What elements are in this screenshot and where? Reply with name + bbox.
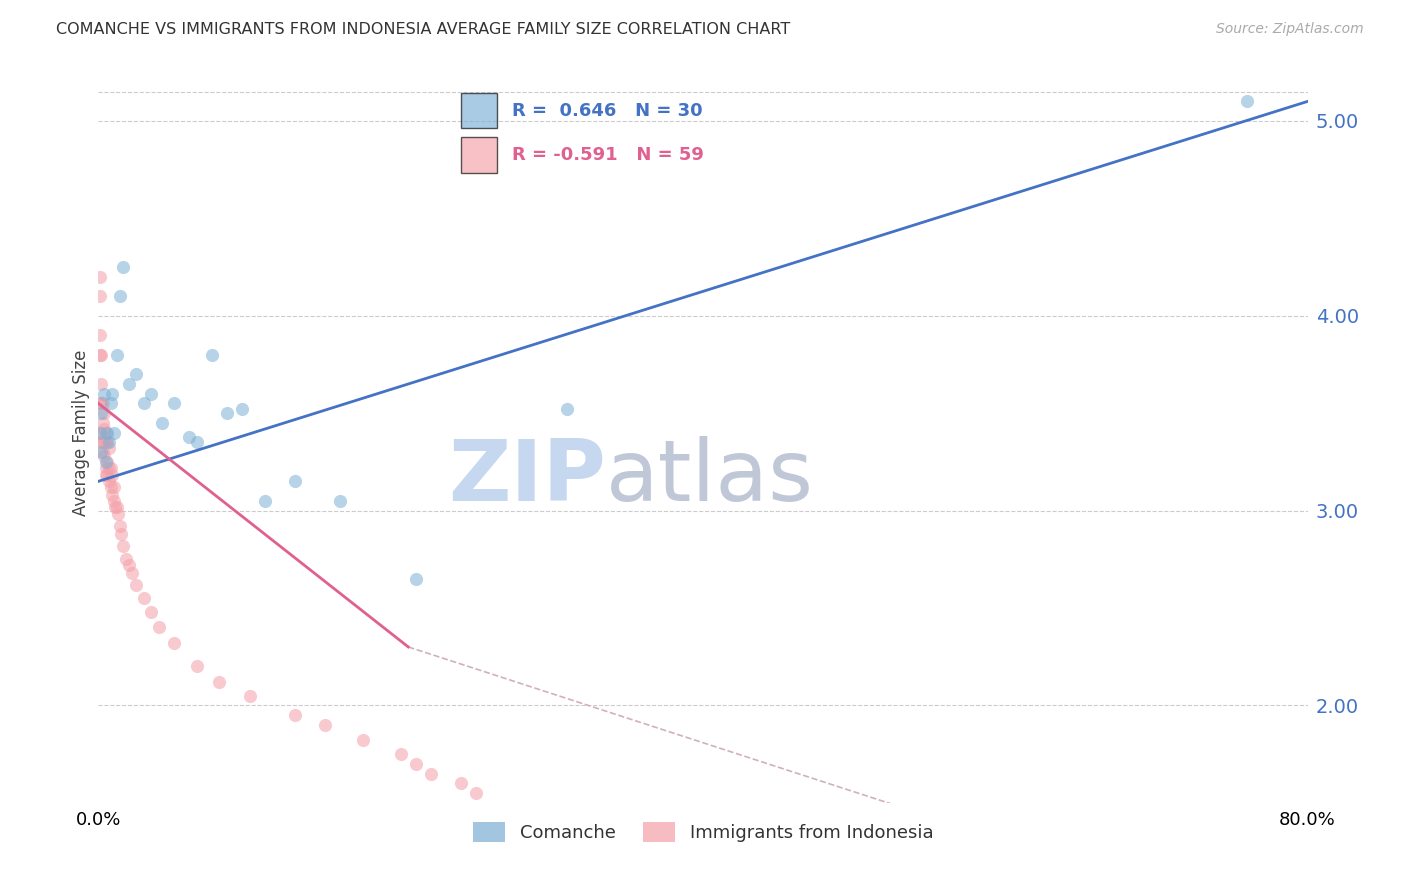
- Point: [96, 425, 118, 440]
- Point: [101, 488, 124, 502]
- Point: [148, 620, 170, 634]
- Point: [118, 376, 141, 391]
- Point: [352, 733, 374, 747]
- Point: [91, 416, 114, 430]
- Point: [89, 289, 111, 303]
- Point: [89, 328, 111, 343]
- Point: [239, 689, 262, 703]
- FancyBboxPatch shape: [461, 93, 498, 128]
- Point: [100, 480, 122, 494]
- Point: [101, 386, 124, 401]
- Point: [98, 435, 121, 450]
- Text: Source: ZipAtlas.com: Source: ZipAtlas.com: [1216, 22, 1364, 37]
- Text: ZIP: ZIP: [449, 435, 606, 518]
- Point: [141, 605, 163, 619]
- Point: [89, 269, 111, 284]
- Point: [103, 425, 125, 440]
- Point: [208, 675, 231, 690]
- Point: [93, 435, 115, 450]
- Point: [93, 386, 115, 401]
- Point: [405, 756, 427, 771]
- Point: [101, 468, 124, 483]
- Point: [132, 591, 155, 606]
- Point: [215, 406, 238, 420]
- Point: [91, 435, 114, 450]
- Point: [94, 425, 117, 440]
- Text: R =  0.646   N = 30: R = 0.646 N = 30: [512, 102, 703, 120]
- Point: [132, 396, 155, 410]
- Point: [103, 493, 125, 508]
- Point: [284, 708, 307, 723]
- Point: [96, 468, 118, 483]
- Point: [121, 566, 143, 580]
- Text: atlas: atlas: [606, 435, 814, 518]
- Point: [96, 455, 118, 469]
- Point: [125, 577, 148, 591]
- Point: [1236, 95, 1258, 109]
- Point: [111, 539, 134, 553]
- Point: [91, 396, 114, 410]
- Point: [94, 468, 117, 483]
- Point: [107, 508, 129, 522]
- Legend: Comanche, Immigrants from Indonesia: Comanche, Immigrants from Indonesia: [465, 815, 941, 849]
- Point: [450, 776, 472, 790]
- Point: [163, 396, 186, 410]
- Point: [94, 460, 117, 475]
- Point: [125, 367, 148, 381]
- Point: [90, 396, 112, 410]
- Point: [420, 766, 443, 780]
- Point: [179, 429, 201, 443]
- Point: [108, 289, 131, 303]
- Point: [90, 348, 112, 362]
- Point: [100, 396, 122, 410]
- Point: [163, 636, 186, 650]
- Point: [253, 493, 276, 508]
- Point: [90, 435, 112, 450]
- Point: [555, 402, 578, 417]
- Point: [90, 376, 112, 391]
- Point: [186, 659, 208, 673]
- Point: [96, 435, 118, 450]
- Point: [103, 480, 125, 494]
- Point: [465, 786, 488, 800]
- Point: [98, 441, 121, 455]
- Point: [94, 435, 117, 450]
- Point: [105, 348, 128, 362]
- Point: [108, 519, 131, 533]
- Point: [150, 416, 173, 430]
- Point: [100, 460, 122, 475]
- Point: [284, 475, 307, 489]
- Point: [89, 396, 111, 410]
- Point: [89, 348, 111, 362]
- Point: [110, 527, 132, 541]
- Point: [93, 406, 115, 420]
- Point: [90, 406, 112, 420]
- Point: [314, 718, 336, 732]
- Point: [98, 475, 121, 489]
- Point: [186, 435, 208, 450]
- Y-axis label: Average Family Size: Average Family Size: [72, 350, 90, 516]
- Point: [91, 445, 114, 459]
- Point: [93, 449, 115, 463]
- Point: [111, 260, 134, 274]
- Point: [141, 386, 163, 401]
- FancyBboxPatch shape: [461, 137, 498, 173]
- Point: [389, 747, 412, 761]
- Point: [93, 422, 115, 436]
- Point: [231, 402, 253, 417]
- Point: [98, 460, 121, 475]
- Text: R = -0.591   N = 59: R = -0.591 N = 59: [512, 146, 704, 164]
- Point: [90, 425, 112, 440]
- Text: COMANCHE VS IMMIGRANTS FROM INDONESIA AVERAGE FAMILY SIZE CORRELATION CHART: COMANCHE VS IMMIGRANTS FROM INDONESIA AV…: [56, 22, 790, 37]
- Point: [329, 493, 352, 508]
- Point: [114, 552, 136, 566]
- Point: [118, 558, 141, 573]
- Point: [89, 425, 111, 440]
- Point: [105, 500, 128, 514]
- Point: [104, 500, 127, 514]
- Point: [94, 455, 117, 469]
- Point: [201, 348, 224, 362]
- Point: [405, 572, 427, 586]
- Point: [90, 445, 112, 459]
